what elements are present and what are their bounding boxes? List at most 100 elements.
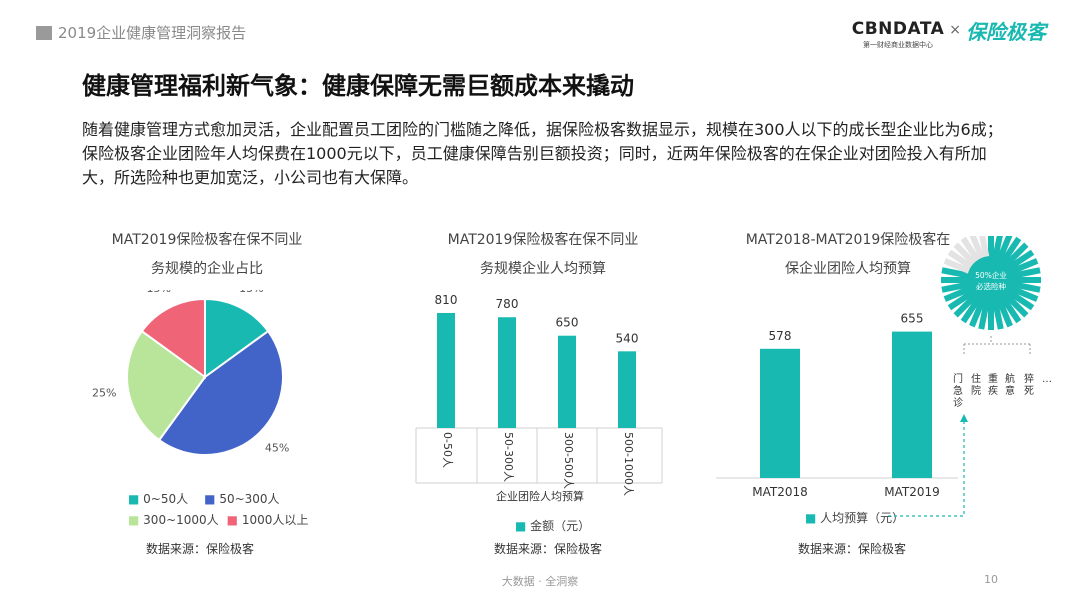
legend-square-icon: ■ (515, 519, 527, 533)
bar1-legend-label: 金额（元） (530, 519, 591, 533)
coverage-item-char: 航 (1005, 372, 1015, 385)
bar2-bar (892, 331, 932, 478)
gauge-tick (1004, 293, 1029, 318)
page-title: 健康管理福利新气象：健康保障无需巨额成本来撬动 (82, 72, 634, 100)
gauge-tick (996, 299, 1013, 328)
gauge-tick (996, 236, 1013, 261)
coverage-item-char: 猝 (1024, 372, 1034, 385)
bar1-value-label: 650 (556, 316, 579, 330)
pie-title-line-1: MAT2019保险极客在保不同业 (111, 232, 303, 248)
partner-logo: 保险极客 (966, 20, 1046, 44)
legend-dot-icon: ■ (128, 513, 140, 527)
gauge-tick (1004, 242, 1029, 267)
arrow-head-icon (960, 414, 968, 422)
coverage-item-char: 死 (1024, 386, 1034, 397)
gauge-center (967, 256, 1015, 304)
bar-chart-1: 810 0-50人 780 50-300人 650 300-500人 540 500-1000… (415, 293, 663, 503)
gauge-tick (992, 300, 1004, 330)
legend-square-icon: ■ (805, 511, 817, 525)
gauge-tick (943, 258, 972, 275)
pie-chart: 15% 45% 25% 15% (92, 290, 289, 456)
bar1-value-label: 810 (435, 293, 458, 307)
header-square-icon (36, 25, 52, 40)
coverage-item-char: 诊 (953, 396, 963, 409)
page-number: 10 (984, 573, 998, 586)
bar1-bar (558, 335, 576, 428)
pie-slice (140, 297, 206, 379)
bar1-bar (437, 312, 455, 428)
coverage-item-char: 疾 (988, 384, 998, 397)
coverage-item-char: 意 (1005, 384, 1015, 397)
gauge-tick (943, 285, 972, 302)
pie-source: 数据来源：保险极客 (146, 542, 255, 556)
gauge-tick (1000, 236, 1022, 264)
coverage-item-char: 急 (953, 384, 963, 397)
coverage-callout: 50%企业 必选险种 门急诊住院重疾航意猝死… (888, 236, 1052, 517)
bar1-title-line-1: MAT2019保险极客在保不同业 (447, 232, 639, 248)
bar1-category-label: 0-50人 (441, 432, 454, 468)
pie-slice-label: 15% (239, 290, 263, 295)
gauge-tick (941, 267, 971, 279)
report-title: 2019企业健康管理洞察报告 (58, 24, 247, 42)
bar2-source: 数据来源：保险极客 (798, 542, 907, 556)
gauge-tick (1007, 289, 1035, 311)
legend-dot-icon: ■ (204, 492, 216, 506)
bar2-category-label: MAT2018 (752, 485, 808, 499)
gauge-tick (941, 281, 971, 293)
bar2-value-label: 655 (901, 312, 924, 326)
gauge-tick (953, 242, 978, 267)
legend-item-50-300: ■ 50~300人 (204, 490, 279, 507)
bar1-bar (618, 351, 636, 428)
legend-label: 300~1000人 (143, 513, 219, 527)
pie-slice-label: 25% (92, 387, 116, 400)
gauge-tick (978, 300, 990, 330)
legend-dot-icon: ■ (226, 513, 239, 527)
bar2-title-line-2: 保企业团险人均预算 (785, 261, 911, 277)
bar1-value-label: 780 (496, 297, 519, 311)
bar2-title-line-1: MAT2018-MAT2019保险极客在 (745, 232, 951, 248)
gauge-tick (960, 296, 982, 324)
gauge-tick (1010, 258, 1039, 275)
gauge-text-2: 必选险种 (976, 281, 1006, 291)
legend-label: 1000人以上 (241, 513, 309, 527)
bar-chart-1-legend: ■ 金额（元） (515, 517, 590, 534)
coverage-item-char: 院 (971, 384, 981, 397)
gauge-tick (953, 293, 978, 318)
coverage-item-char: 重 (988, 372, 998, 385)
intro-paragraph: 随着健康管理方式愈加灵活，企业配置员工团险的门槛随之降低，据保险极客数据显示，规… (82, 120, 1003, 187)
bar-chart-2: 578 MAT2018 655 MAT2019 (716, 312, 958, 499)
gauge-tick (947, 289, 975, 311)
legend-label: 50~300人 (219, 492, 280, 506)
gauge-tick (1010, 285, 1039, 302)
footer-tagline: 大数据 · 全洞察 (501, 575, 579, 588)
legend-item-300-1000: ■ 300~1000人 (128, 511, 219, 528)
coverage-item-char: … (1042, 374, 1052, 385)
cbndata-logo: CBNDATA 第一财经商业数据中心 (852, 20, 945, 50)
gauge-tick (1011, 267, 1041, 279)
legend-item-0-50: ■ 0~50人 (128, 490, 188, 507)
bar2-bar (760, 348, 800, 478)
legend-label: 0~50人 (143, 492, 189, 506)
coverage-item-char: 住 (971, 372, 981, 385)
bar1-source: 数据来源：保险极客 (494, 542, 603, 556)
gauge-tick (969, 236, 986, 261)
pie-legend: ■ 0~50人 ■ 50~300人 ■ 300~1000人 ■ 1000人以上 (128, 490, 328, 528)
pie-chart-title: MAT2019保险极客在保不同业 务规模的企业占比 (82, 226, 332, 284)
bar1-axis-title: 企业团险人均预算 (496, 489, 584, 503)
pie-slice-label: 15% (146, 290, 170, 295)
report-header: 2019企业健康管理洞察报告 (36, 22, 246, 43)
pie-title-line-2: 务规模的企业占比 (151, 261, 263, 277)
cbndata-logo-subtitle: 第一财经商业数据中心 (862, 41, 933, 49)
gauge-tick (1007, 249, 1035, 271)
gauge-tick (969, 299, 986, 328)
gauge-ring (941, 236, 1041, 330)
bar2-legend-label: 人均预算（元） (820, 511, 905, 525)
times-separator: × (949, 22, 961, 38)
bar1-category-label: 300-500人 (562, 432, 575, 489)
bar1-value-label: 540 (616, 331, 639, 345)
gauge-tick (979, 236, 990, 260)
pie-slice-label: 45% (265, 442, 289, 455)
bar2-category-label: MAT2019 (884, 485, 940, 499)
gauge-tick (1000, 296, 1022, 324)
pie-slice (157, 329, 284, 456)
